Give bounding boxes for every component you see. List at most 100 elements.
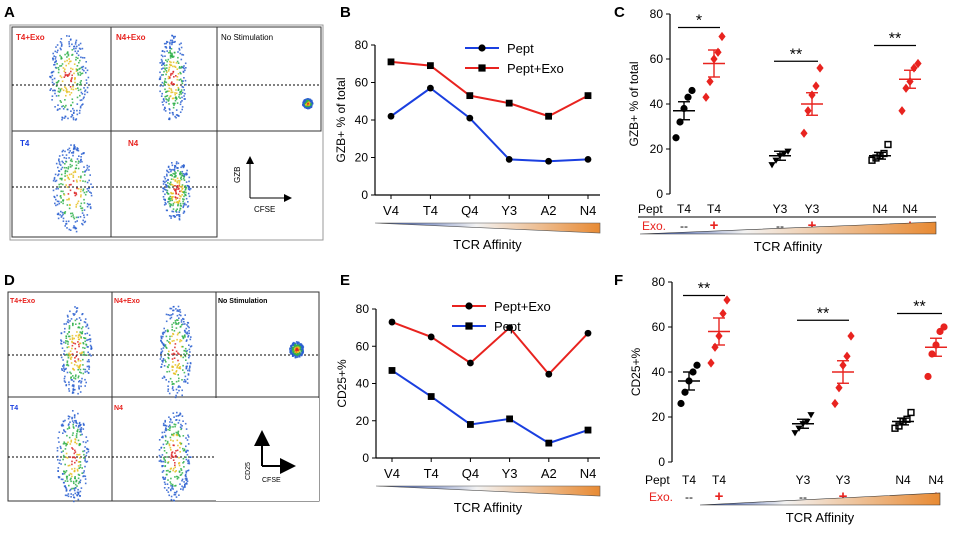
flow-panel-d: T4+Exo N4+Exo No Stimulation T4 N4 CD25 …: [7, 291, 320, 503]
y-tick-label: 0: [656, 187, 663, 201]
y-tick-label: 60: [652, 320, 666, 334]
dot-y3-exo: [800, 128, 808, 138]
dot-y3-exo: [804, 106, 812, 116]
dot-n4: [907, 408, 915, 417]
x-tick-label-n4: N4: [580, 203, 597, 218]
significance-label: **: [790, 46, 802, 63]
dot-t4-exo: [719, 308, 727, 319]
panel-letter-b: B: [340, 4, 351, 21]
flow-blob-t4-exo: [49, 35, 90, 121]
flow-label-n4-d: N4: [114, 405, 123, 412]
chart-b: 0 20 40 60 80 V4 T4 Q4 Y3 A2 N4 GZB+ % of total Pept…: [334, 38, 601, 252]
flow-blob-t4-exo-d: [60, 306, 93, 395]
dot-y3-exo: [831, 398, 839, 409]
legend-marker-pept: [478, 44, 486, 52]
point-pept-exo: [584, 92, 592, 100]
panel-letter-c: C: [614, 4, 625, 21]
y-axis-label: GZB+ % of total: [334, 77, 348, 162]
point-pept: [545, 439, 553, 447]
affinity-label: TCR Affinity: [453, 237, 522, 252]
row-label-exo: Exo.: [649, 490, 673, 504]
exo-minus-label: --: [799, 490, 807, 504]
point-pept-exo: [545, 112, 552, 120]
x-tick-label-v4: V4: [383, 203, 399, 218]
x-tick-label-a2: A2: [541, 466, 557, 481]
pept-label-n4: N4: [895, 473, 911, 487]
point-pept-exo: [427, 333, 435, 341]
significance-label: **: [913, 299, 925, 316]
y-tick-label: 20: [650, 142, 664, 156]
point-pept-exo: [545, 370, 553, 378]
x-tick-label-a2: A2: [541, 203, 557, 218]
dot-t4: [677, 399, 685, 408]
dot-t4-exo: [723, 295, 731, 305]
panel-letter-a: A: [4, 4, 15, 21]
flow-label-t4: T4: [20, 139, 30, 148]
dot-n4-exo: [910, 63, 918, 73]
flow-panel-a: T4+Exo N4+Exo No Stimulation T4 N4 GZB C…: [9, 24, 324, 241]
flow-label-t4-exo-d: T4+Exo: [10, 298, 35, 305]
dot-n4-exo: [940, 323, 948, 331]
dot-t4-exo: [702, 92, 710, 102]
dot-t4: [688, 86, 696, 95]
point-pept: [427, 393, 435, 400]
pept-label-y3: Y3: [796, 473, 811, 487]
x-tick-label-t4: T4: [424, 466, 439, 481]
exo-plus-label: +: [808, 217, 817, 234]
point-pept-exo: [466, 92, 474, 100]
dot-y3: [780, 150, 788, 158]
row-label-pept: Pept: [638, 202, 663, 216]
panel-letter-f: F: [614, 272, 623, 289]
y-axis-label: GZB+ % of total: [627, 61, 641, 146]
pept-label-t4: T4: [677, 202, 691, 216]
flow-blob-n4: [162, 161, 192, 221]
affinity-gradient-bar: [375, 485, 601, 497]
exo-minus-label: --: [685, 490, 693, 504]
y-tick-label: 0: [658, 455, 665, 469]
y-tick-label: 40: [650, 97, 664, 111]
legend-label-pept: Pept: [507, 41, 534, 56]
flow-label-no-stim-d: No Stimulation: [218, 298, 267, 305]
row-label-pept: Pept: [645, 473, 670, 487]
x-tick-label-n4: N4: [580, 466, 597, 481]
dot-t4-exo: [718, 31, 726, 42]
y-axis-label: CD25+%: [629, 347, 643, 396]
significance-label: **: [817, 305, 829, 322]
point-pept: [584, 426, 592, 434]
affinity-gradient-bar: [699, 492, 941, 506]
point-pept: [427, 84, 434, 92]
point-pept-exo: [388, 318, 396, 326]
legend-label-pept-exo: Pept+Exo: [507, 61, 564, 76]
dot-y3: [807, 412, 815, 419]
dot-y3-exo: [843, 351, 851, 361]
flow-label-n4-exo-d: N4+Exo: [114, 298, 140, 305]
flow-blob-no-stim-d: [289, 341, 305, 359]
exo-plus-label: +: [715, 488, 724, 505]
point-pept: [545, 157, 552, 165]
dot-t4-exo: [707, 358, 715, 368]
series-line-pept: [391, 369, 589, 445]
legend-label-pept-exo: Pept+Exo: [494, 299, 551, 314]
y-tick-label: 80: [356, 302, 370, 316]
dot-t4: [693, 361, 701, 369]
affinity-label: TCR Affinity: [454, 500, 523, 515]
flow-label-no-stim: No Stimulation: [221, 33, 273, 42]
y-tick-label: 40: [356, 377, 370, 391]
legend-marker-pept-exo: [478, 64, 486, 72]
series-line-pept-exo: [391, 321, 589, 376]
flow-label-t4-exo: T4+Exo: [16, 33, 45, 42]
exo-plus-label: +: [710, 217, 719, 234]
series-line-pept: [390, 86, 589, 163]
dot-y3: [768, 162, 776, 169]
point-pept: [388, 367, 396, 374]
dot-y3-exo: [816, 63, 824, 73]
pept-label-t4: T4: [712, 473, 726, 487]
y-tick-label: 20: [355, 151, 369, 165]
y-tick-label: 0: [361, 188, 368, 202]
y-tick-label: 20: [356, 414, 370, 428]
pept-label-n4: N4: [928, 473, 944, 487]
flow-label-t4-d: T4: [10, 405, 18, 412]
flow-blob-t4: [52, 144, 94, 233]
